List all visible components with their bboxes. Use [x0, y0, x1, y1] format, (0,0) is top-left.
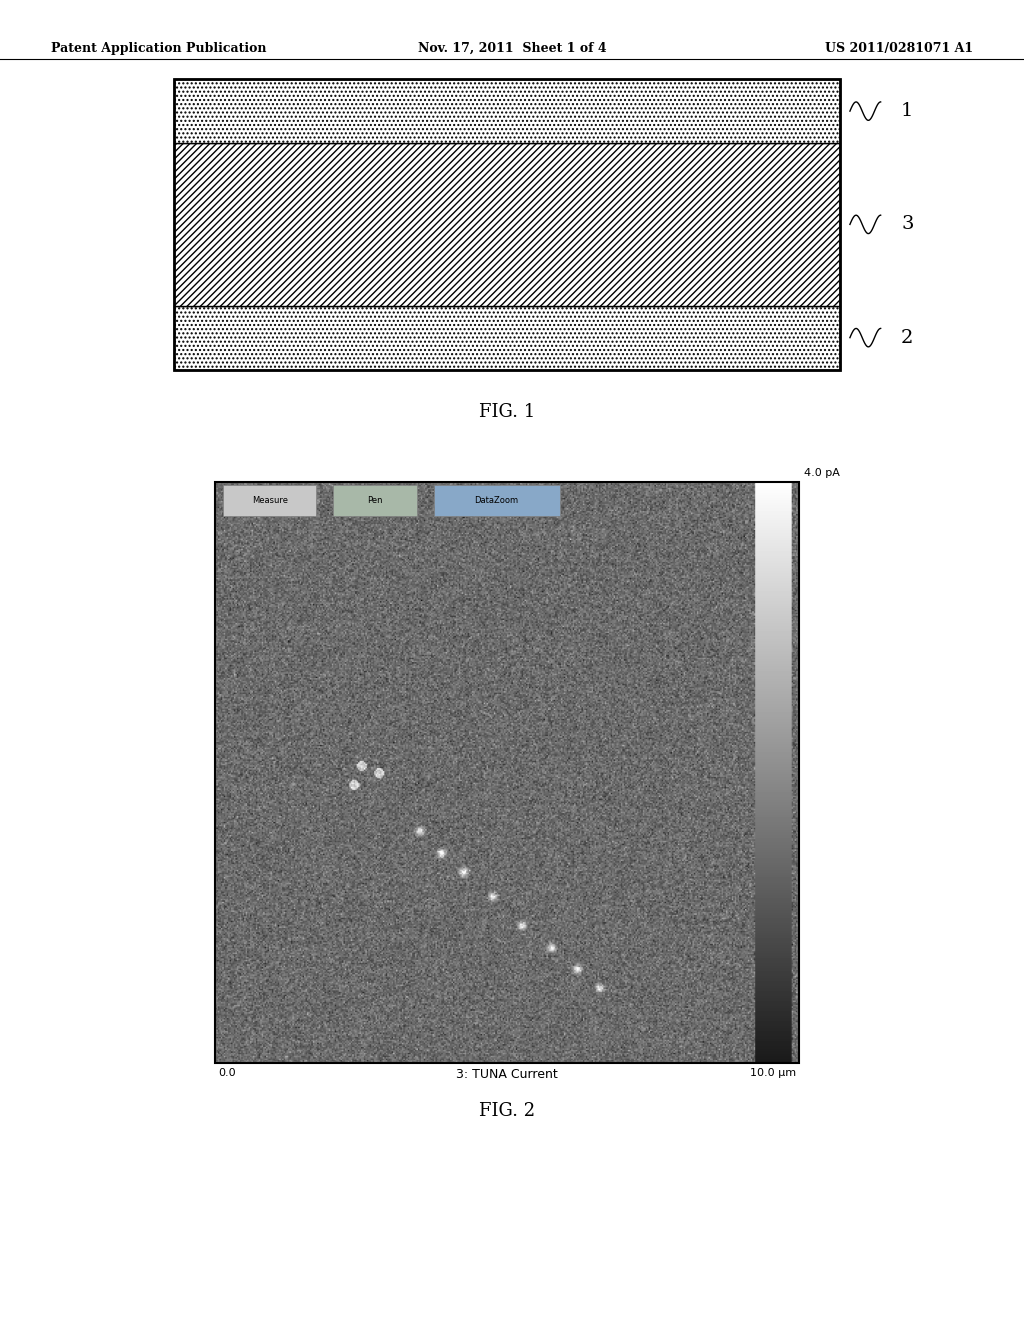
Text: 3: 3 — [901, 215, 913, 234]
Text: 4.0 pA: 4.0 pA — [804, 467, 840, 478]
Text: FIG. 2: FIG. 2 — [479, 1102, 535, 1121]
Text: Nov. 17, 2011  Sheet 1 of 4: Nov. 17, 2011 Sheet 1 of 4 — [418, 42, 606, 55]
Text: FIG. 1: FIG. 1 — [479, 403, 535, 421]
Bar — [223, 484, 315, 516]
Bar — [174, 306, 840, 370]
Bar — [333, 484, 417, 516]
Text: US 2011/0281071 A1: US 2011/0281071 A1 — [824, 42, 973, 55]
Bar — [174, 79, 840, 370]
Text: 10.0 μm: 10.0 μm — [750, 1068, 796, 1078]
Text: DataZoom: DataZoom — [474, 496, 519, 504]
Bar — [433, 484, 560, 516]
Text: 1: 1 — [901, 102, 913, 120]
Text: Pen: Pen — [367, 496, 383, 504]
Bar — [174, 79, 840, 143]
Text: 2: 2 — [901, 329, 913, 347]
Text: 3: TUNA Current: 3: TUNA Current — [456, 1068, 558, 1081]
Text: 0.0: 0.0 — [218, 1068, 236, 1078]
Bar — [174, 143, 840, 306]
Text: Patent Application Publication: Patent Application Publication — [51, 42, 266, 55]
Text: Measure: Measure — [252, 496, 288, 504]
